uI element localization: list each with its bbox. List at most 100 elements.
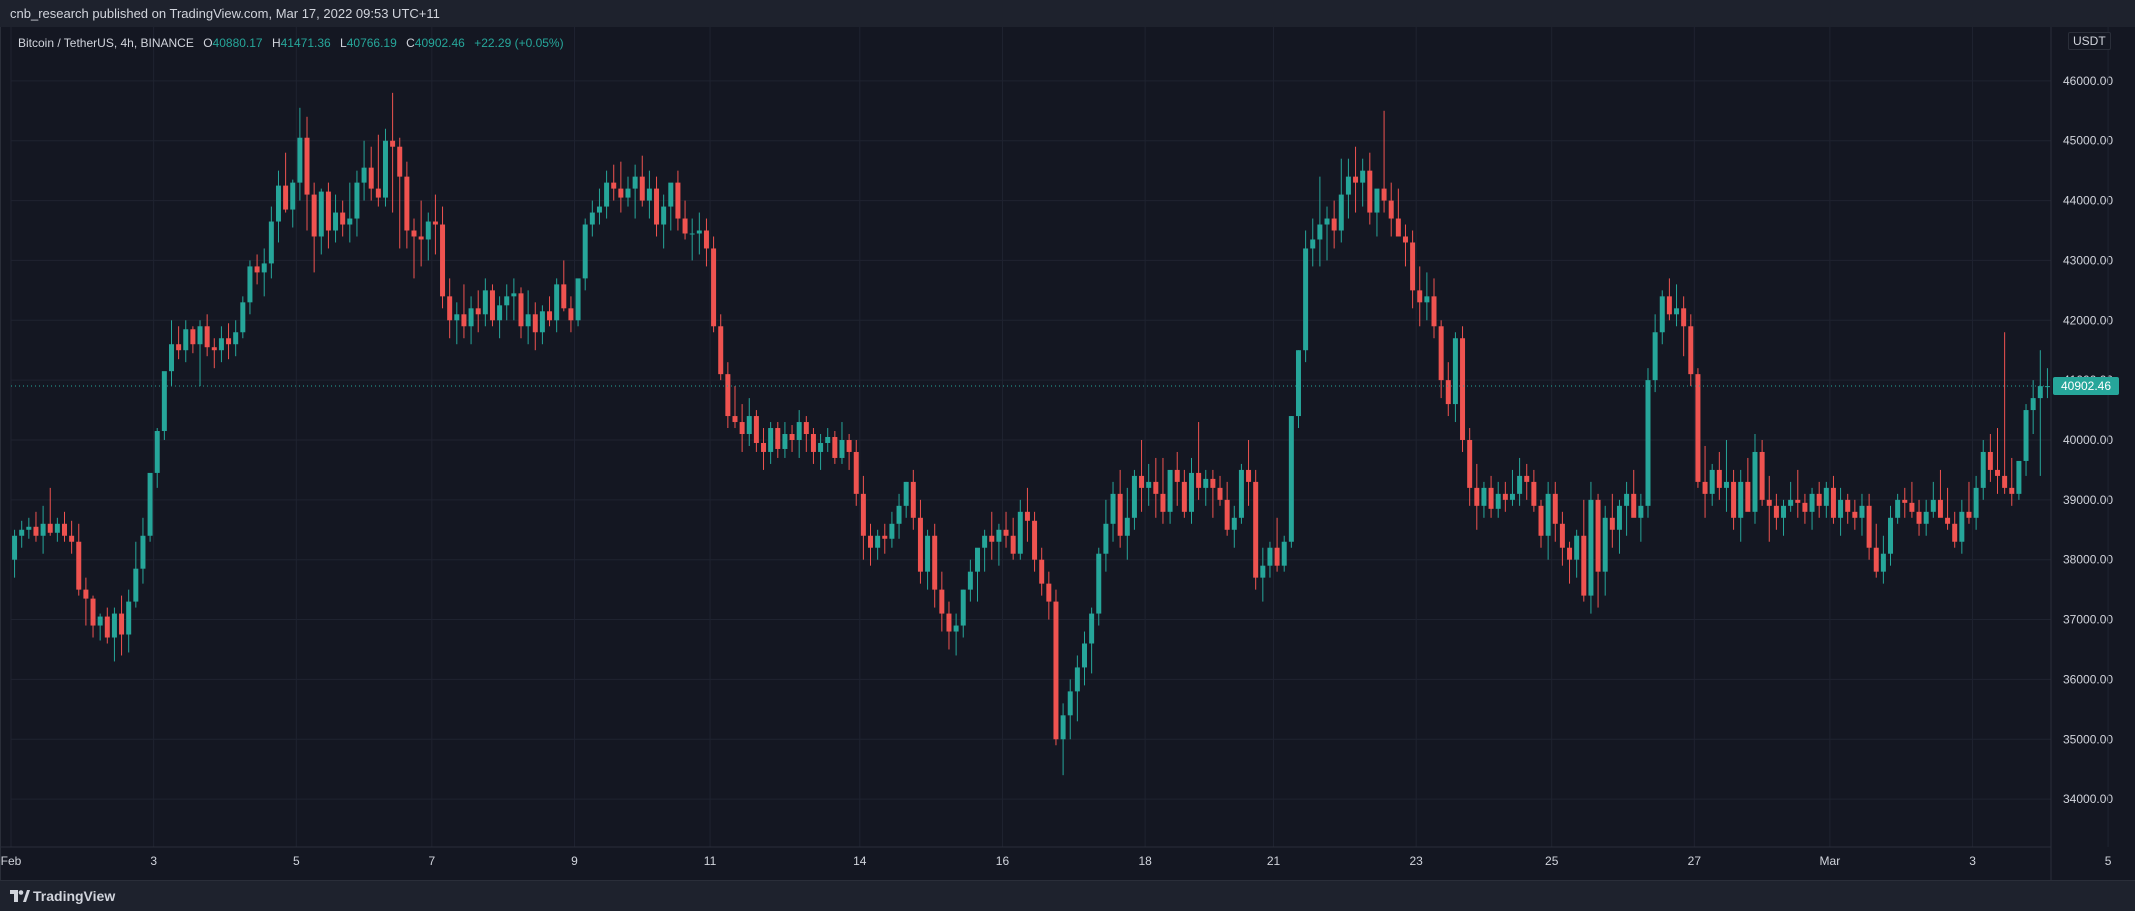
candle-body [1624,493,1630,506]
candle-body [1260,565,1266,578]
candle-body [497,305,503,321]
candle-body [1110,493,1116,524]
candle-body [868,535,874,548]
candle-body [1574,535,1580,560]
candle-body [297,137,303,183]
candle-body [1338,194,1344,231]
x-tick-label: Feb [1,854,22,868]
candle-body [1017,511,1023,554]
candle-body [1167,469,1173,512]
candle-body [989,535,995,542]
candle-body [218,338,224,351]
candle-body [1802,502,1808,512]
candle-body [1952,523,1958,542]
candle-body [12,535,18,560]
candle-body [1880,553,1886,572]
candle-body [275,185,281,222]
candle-body [447,296,453,321]
currency-badge[interactable]: USDT [2068,32,2111,50]
candle-body [1295,350,1301,417]
candle-body [1588,499,1594,596]
y-tick-label: 46000.00 [2063,74,2113,88]
x-tick-label: 7 [428,854,435,868]
candlestick-chart[interactable]: 34000.00 35000.00 36000.00 37000.00 38000.00… [1,27,2135,880]
candle-body [1117,493,1123,536]
candle-body [1995,469,2000,476]
candle-body [1738,481,1744,518]
candle-body [539,311,545,333]
candle-body [1374,188,1380,213]
candle-body [889,523,895,539]
candle-body [1552,493,1558,524]
candle-body [47,523,53,533]
candle-body [1082,643,1087,668]
candle-body [646,188,652,201]
candle-body [604,182,610,207]
candle-body [1973,487,1979,518]
close-label: C [406,36,415,50]
candle-body [803,422,809,435]
candle-body [1160,493,1166,512]
candle-body [318,191,324,237]
candle-body [1174,469,1180,482]
candle-body [1759,451,1765,500]
x-tick-label: 23 [1409,854,1423,868]
candle-body [967,571,973,590]
candle-body [1046,583,1052,602]
candle-body [425,221,431,240]
candle-body [1773,505,1779,518]
candle-body [368,167,374,189]
candle-body [1317,224,1323,240]
candle-body [682,218,688,234]
candle-body [1103,523,1109,554]
candle-body [1766,499,1772,506]
candle-body [418,236,424,240]
candle-body [1681,308,1687,327]
candle-body [1196,472,1202,488]
footer-bar: TradingView [0,880,2135,911]
candle-body [1809,493,1815,512]
candle-body [1067,691,1073,716]
candle-body [1723,481,1729,488]
candle-body [1224,499,1230,530]
candle-body [333,212,339,231]
candle-body [1217,487,1223,500]
candle-body [953,625,959,632]
candle-body [104,616,110,638]
candle-body [611,182,617,189]
candle-body [1852,511,1858,518]
chart-area[interactable]: 34000.00 35000.00 36000.00 37000.00 38000.00… [0,27,2135,880]
candle-body [1388,200,1394,219]
candle-body [1602,517,1608,572]
candle-body [1445,380,1451,405]
candle-body [518,293,524,327]
candle-body [1930,499,1936,512]
candle-body [2044,386,2050,388]
candle-body [1823,487,1829,506]
candle-body [1303,248,1309,351]
candle-body [554,284,560,321]
candle-body [2037,386,2043,399]
candle-body [896,505,902,524]
candle-body [347,218,353,225]
candle-body [133,568,139,602]
candle-body [176,344,182,351]
candle-body [1310,239,1316,249]
x-tick-label: 5 [293,854,300,868]
y-tick-label: 39000.00 [2063,493,2113,507]
x-tick-label: 27 [1688,854,1702,868]
candle-body [1909,502,1915,512]
candle-body [789,434,795,440]
candle-body [761,442,767,452]
candle-body [1595,499,1601,572]
candle-body [1795,499,1801,503]
candle-body [111,613,117,638]
candle-body [703,230,709,249]
candle-body [547,311,553,321]
candle-body [40,523,46,536]
candle-body [917,517,923,572]
candle-body [1488,487,1494,509]
candle-body [596,206,602,213]
candle-body [675,182,681,219]
candle-body [818,442,824,452]
